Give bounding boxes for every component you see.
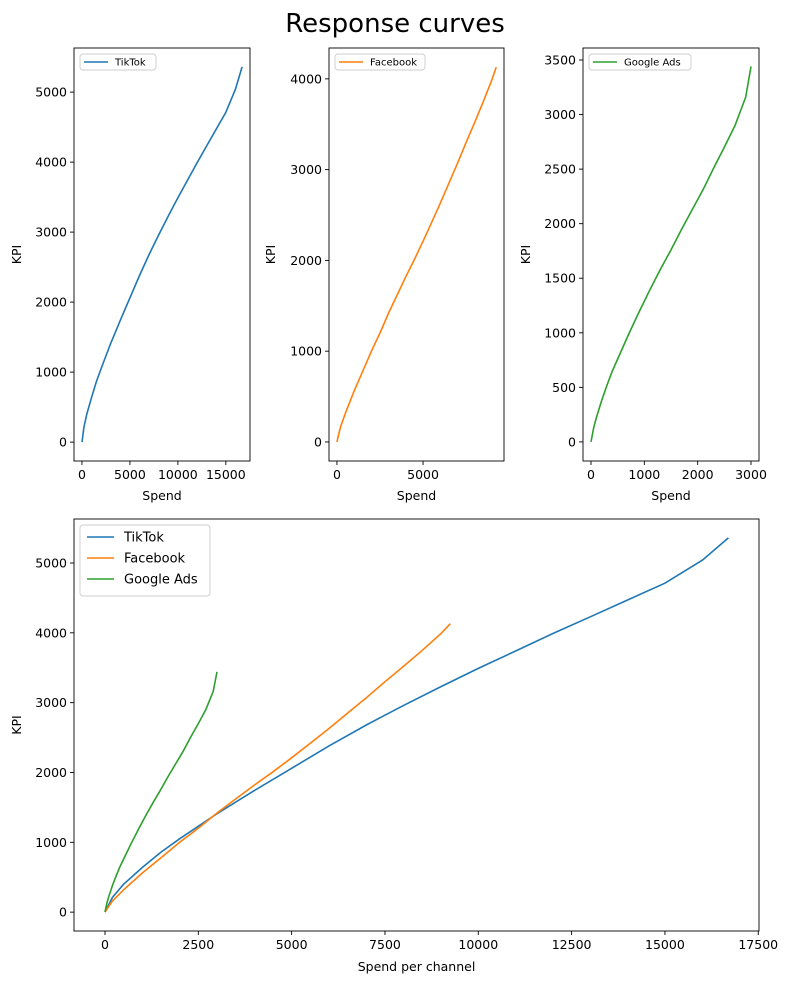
- series-line-google-ads: [590, 66, 752, 443]
- y-tick-label: 2500: [544, 162, 576, 177]
- legend-label: Facebook: [124, 552, 186, 567]
- y-tick-label: 0: [59, 905, 67, 920]
- y-tick-label: 2000: [35, 295, 67, 310]
- y-tick-label: 1000: [290, 344, 322, 359]
- y-axis-label: KPI: [9, 245, 24, 264]
- x-axis-label: Spend: [651, 488, 690, 503]
- y-tick-label: 4000: [35, 155, 67, 170]
- x-tick-label: 2500: [182, 937, 214, 952]
- y-tick-label: 3500: [544, 53, 576, 68]
- y-tick-label: 4000: [35, 625, 67, 640]
- chart-panel-1: 0 5000 10000 15000 0 1000 2000 3000 4000 5000 Spen…: [9, 47, 251, 503]
- x-tick-label: 1000: [628, 467, 660, 482]
- legend: TikTok Facebook Google Ads: [79, 524, 211, 597]
- axes-frame: [328, 47, 505, 462]
- legend-label: TikTok: [123, 531, 164, 546]
- x-tick-label: 7500: [369, 937, 401, 952]
- x-tick-label: 12500: [552, 937, 592, 952]
- chart-panel-3: 0 1000 2000 3000 0 500 1000 1500 2000 2500 3000 350…: [518, 47, 767, 503]
- series-line-facebook: [104, 623, 451, 913]
- x-tick-label: 0: [333, 467, 341, 482]
- y-tick-label: 2000: [544, 216, 576, 231]
- x-tick-label: 5000: [407, 467, 439, 482]
- y-tick-label: 5000: [35, 555, 67, 570]
- legend-box: [334, 53, 426, 71]
- chart-panels: 0 5000 10000 15000010002000300040005000Spen…: [9, 47, 778, 974]
- y-tick-label: 0: [314, 434, 322, 449]
- legend-label: Google Ads: [124, 573, 198, 588]
- x-tick-label: 15000: [206, 467, 246, 482]
- y-tick-label: 2000: [290, 253, 322, 268]
- x-tick-label: 5000: [114, 467, 146, 482]
- x-tick-label: 10000: [158, 467, 198, 482]
- series-line-tiktok: [104, 537, 729, 913]
- series-line-facebook: [336, 66, 497, 443]
- y-tick-label: 3000: [290, 162, 322, 177]
- legend-box: [79, 53, 157, 71]
- y-tick-label: 0: [59, 435, 67, 450]
- y-tick-label: 3000: [35, 225, 67, 240]
- legend-box: [588, 53, 692, 71]
- x-tick-label: 5000: [276, 937, 308, 952]
- x-tick-label: 2000: [682, 467, 714, 482]
- y-tick-label: 1000: [35, 365, 67, 380]
- legend: Google Ads: [588, 53, 692, 71]
- legend: TikTok: [79, 53, 157, 71]
- chart-panel-2: 0 5000 0 1000 2000 3000 4000 Spend KPI Facebook: [263, 47, 505, 503]
- x-tick-label: 0: [101, 937, 109, 952]
- x-axis-label: Spend: [142, 488, 181, 503]
- legend-label: TikTok: [114, 58, 146, 69]
- x-tick-label: 0: [78, 467, 86, 482]
- legend-label: Facebook: [370, 58, 417, 69]
- y-tick-label: 3000: [35, 695, 67, 710]
- y-tick-label: 3000: [544, 107, 576, 122]
- axes-frame: [73, 47, 251, 462]
- x-tick-label: 10000: [458, 937, 498, 952]
- series-line-tiktok: [81, 66, 243, 443]
- y-tick-label: 0: [568, 434, 576, 449]
- y-tick-label: 5000: [35, 85, 67, 100]
- y-axis-label: KPI: [518, 245, 533, 264]
- x-tick-label: 17500: [738, 937, 778, 952]
- x-axis-label: Spend: [397, 488, 436, 503]
- legend-label: Google Ads: [624, 58, 681, 69]
- y-tick-label: 4000: [290, 71, 322, 86]
- x-tick-label: 0: [587, 467, 595, 482]
- x-axis-label: Spend per channel: [358, 959, 476, 974]
- y-axis-label: KPI: [9, 715, 24, 734]
- y-tick-label: 500: [552, 380, 576, 395]
- y-tick-label: 1000: [544, 325, 576, 340]
- figure-title: Response curves: [285, 9, 505, 39]
- y-tick-label: 1500: [544, 271, 576, 286]
- y-tick-label: 2000: [35, 765, 67, 780]
- y-axis-label: KPI: [263, 245, 278, 264]
- y-tick-label: 1000: [35, 835, 67, 850]
- series-line-google-ads: [104, 671, 218, 913]
- axes-frame: [582, 47, 760, 462]
- chart-panel-4: 0 2500 5000 7500 10000 12500 15000 17500 0 1000 20…: [9, 518, 778, 974]
- x-tick-label: 3000: [735, 467, 767, 482]
- axes-frame: [73, 518, 760, 932]
- legend: Facebook: [334, 53, 426, 71]
- x-tick-label: 15000: [645, 937, 685, 952]
